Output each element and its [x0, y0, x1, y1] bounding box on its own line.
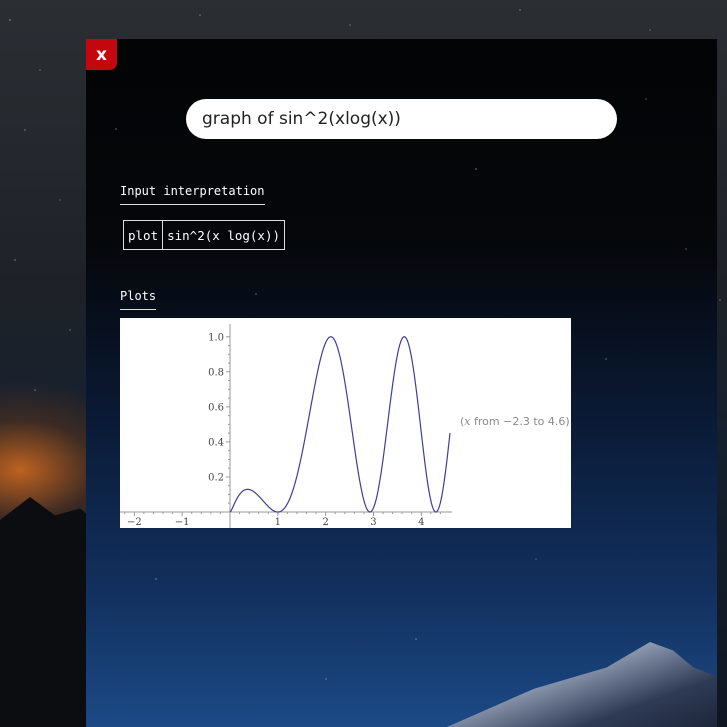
input-interpretation-title: Input interpretation — [120, 184, 265, 205]
table-row: plot sin^2(x log(x)) — [122, 220, 285, 250]
x-tick-label: 3 — [370, 517, 376, 528]
plots-title: Plots — [120, 289, 157, 310]
input-interpretation-table: plot sin^2(x log(x)) — [122, 220, 285, 250]
x-tick-label: −1 — [175, 517, 190, 528]
interpretation-cell-command: plot — [122, 220, 164, 250]
plot-image: −2 −1 1 2 3 4 0.2 0.4 0.6 0.8 1.0 — [120, 318, 571, 528]
x-tick-label: 2 — [322, 517, 328, 528]
interpretation-cell-expression: sin^2(x log(x)) — [162, 220, 285, 250]
search-input[interactable] — [200, 108, 603, 130]
x-tick-label: −2 — [127, 517, 142, 528]
x-tick-label: 4 — [418, 517, 424, 528]
panel-mountain-image — [447, 642, 717, 727]
y-tick-label: 0.2 — [208, 472, 224, 483]
function-plot: −2 −1 1 2 3 4 0.2 0.4 0.6 0.8 1.0 — [120, 324, 452, 528]
plot-range-note: (x from −2.3 to 4.6) — [460, 415, 570, 428]
x-tick-label: 1 — [275, 517, 281, 528]
background-mountain — [0, 497, 100, 727]
close-button[interactable]: x — [86, 39, 117, 70]
plot-range-variable: x — [464, 415, 471, 428]
y-tick-label: 1.0 — [208, 332, 224, 343]
y-tick-label: 0.6 — [208, 402, 224, 413]
result-panel: Input interpretation plot sin^2(x log(x)… — [86, 39, 717, 727]
y-tick-label: 0.8 — [208, 367, 224, 378]
plot-range-text: from −2.3 to 4.6 — [474, 415, 566, 428]
search-bar[interactable] — [186, 99, 617, 139]
y-tick-label: 0.4 — [208, 437, 224, 448]
plot-curve — [229, 336, 451, 513]
